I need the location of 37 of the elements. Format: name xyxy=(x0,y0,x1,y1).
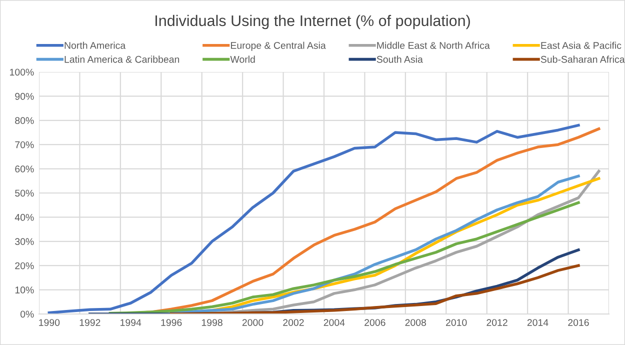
y-tick-label: 60% xyxy=(15,166,34,172)
x-tick-label: 2008 xyxy=(405,319,426,326)
y-tick-label: 100% xyxy=(10,68,34,76)
x-tick-label: 2012 xyxy=(486,319,508,326)
x-tick-label: 2006 xyxy=(364,319,386,326)
x-tick-label: 2004 xyxy=(324,319,345,326)
legend-label: Middle East & North Africa xyxy=(377,42,490,49)
legend-label: World xyxy=(230,56,255,63)
chart-title: Individuals Using the Internet (% of population) xyxy=(156,14,470,30)
x-tick-label: 1996 xyxy=(161,319,182,326)
legend-label: East Asia & Pacific xyxy=(541,42,622,49)
x-tick-label: 1998 xyxy=(202,319,222,326)
x-tick-label: 2016 xyxy=(568,319,589,326)
legend-label: Latin America & Caribbean xyxy=(64,56,180,63)
y-tick-label: 30% xyxy=(15,238,34,246)
x-tick-label: 2010 xyxy=(446,319,467,326)
legend-label: South Asia xyxy=(376,56,423,63)
legend-label: Europe & Central Asia xyxy=(231,42,326,51)
line-series xyxy=(108,201,580,314)
y-tick-label: 20% xyxy=(15,262,34,270)
x-tick-label: 1992 xyxy=(80,319,100,326)
legend-label: Sub-Saharan Africa xyxy=(540,56,625,63)
x-tick-label: 1994 xyxy=(120,319,142,326)
y-tick-label: 0% xyxy=(20,310,34,318)
line-series xyxy=(170,264,580,314)
x-tick-label: 2002 xyxy=(283,319,304,326)
y-tick-label: 90% xyxy=(15,92,34,100)
legend-label: North America xyxy=(64,42,126,49)
y-tick-label: 70% xyxy=(15,141,34,148)
y-tick-label: 40% xyxy=(14,214,34,221)
y-tick-label: 10% xyxy=(15,286,34,294)
y-tick-label: 80% xyxy=(15,117,34,124)
line-series xyxy=(48,124,580,314)
y-tick-label: 50% xyxy=(15,190,34,197)
x-tick-label: 2014 xyxy=(527,319,548,326)
x-tick-label: 2000 xyxy=(242,319,264,326)
x-tick-label: 1990 xyxy=(39,319,60,326)
